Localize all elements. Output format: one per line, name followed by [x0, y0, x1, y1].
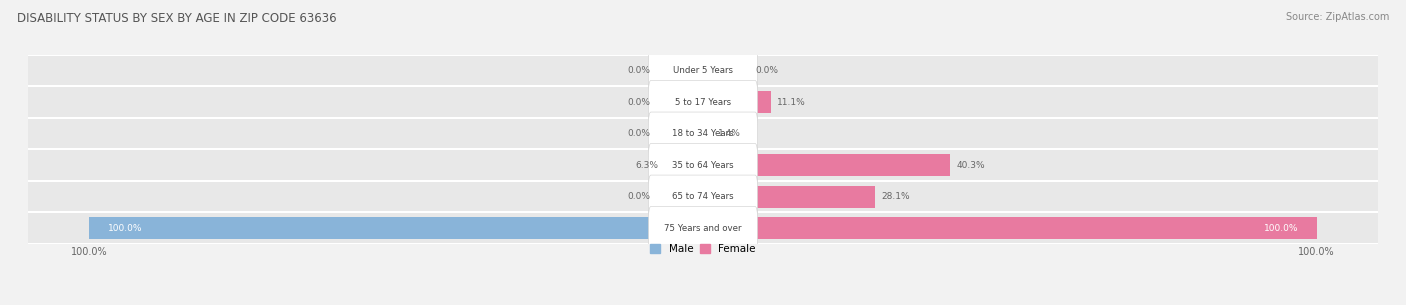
- Text: Source: ZipAtlas.com: Source: ZipAtlas.com: [1285, 12, 1389, 22]
- Text: 40.3%: 40.3%: [956, 161, 986, 170]
- Bar: [28, 118, 1378, 149]
- Text: 0.0%: 0.0%: [756, 66, 779, 75]
- Text: 18 to 34 Years: 18 to 34 Years: [672, 129, 734, 138]
- Text: 0.0%: 0.0%: [627, 98, 650, 107]
- Bar: [28, 55, 1378, 86]
- FancyBboxPatch shape: [648, 81, 758, 124]
- FancyBboxPatch shape: [648, 49, 758, 92]
- Legend: Male, Female: Male, Female: [650, 244, 756, 254]
- FancyBboxPatch shape: [648, 206, 758, 250]
- Bar: [665, 154, 703, 176]
- Text: 5 to 17 Years: 5 to 17 Years: [675, 98, 731, 107]
- Bar: [28, 86, 1378, 118]
- Text: 6.3%: 6.3%: [636, 161, 658, 170]
- Text: 65 to 74 Years: 65 to 74 Years: [672, 192, 734, 201]
- Text: 28.1%: 28.1%: [882, 192, 910, 201]
- Bar: [703, 186, 876, 208]
- Text: 100.0%: 100.0%: [108, 224, 142, 233]
- Bar: [703, 123, 711, 145]
- Bar: [28, 181, 1378, 213]
- FancyBboxPatch shape: [648, 175, 758, 218]
- Text: 11.1%: 11.1%: [778, 98, 806, 107]
- Bar: [28, 213, 1378, 244]
- Bar: [703, 154, 950, 176]
- Text: 0.0%: 0.0%: [627, 129, 650, 138]
- FancyBboxPatch shape: [648, 112, 758, 155]
- Bar: [703, 91, 770, 113]
- FancyBboxPatch shape: [648, 144, 758, 187]
- Text: DISABILITY STATUS BY SEX BY AGE IN ZIP CODE 63636: DISABILITY STATUS BY SEX BY AGE IN ZIP C…: [17, 12, 336, 25]
- Text: 0.0%: 0.0%: [627, 66, 650, 75]
- Text: 100.0%: 100.0%: [1264, 224, 1298, 233]
- Text: 1.4%: 1.4%: [717, 129, 741, 138]
- Text: 75 Years and over: 75 Years and over: [664, 224, 742, 233]
- Bar: [90, 217, 703, 239]
- Text: 35 to 64 Years: 35 to 64 Years: [672, 161, 734, 170]
- Bar: [28, 149, 1378, 181]
- Bar: [703, 217, 1316, 239]
- Text: Under 5 Years: Under 5 Years: [673, 66, 733, 75]
- Text: 0.0%: 0.0%: [627, 192, 650, 201]
